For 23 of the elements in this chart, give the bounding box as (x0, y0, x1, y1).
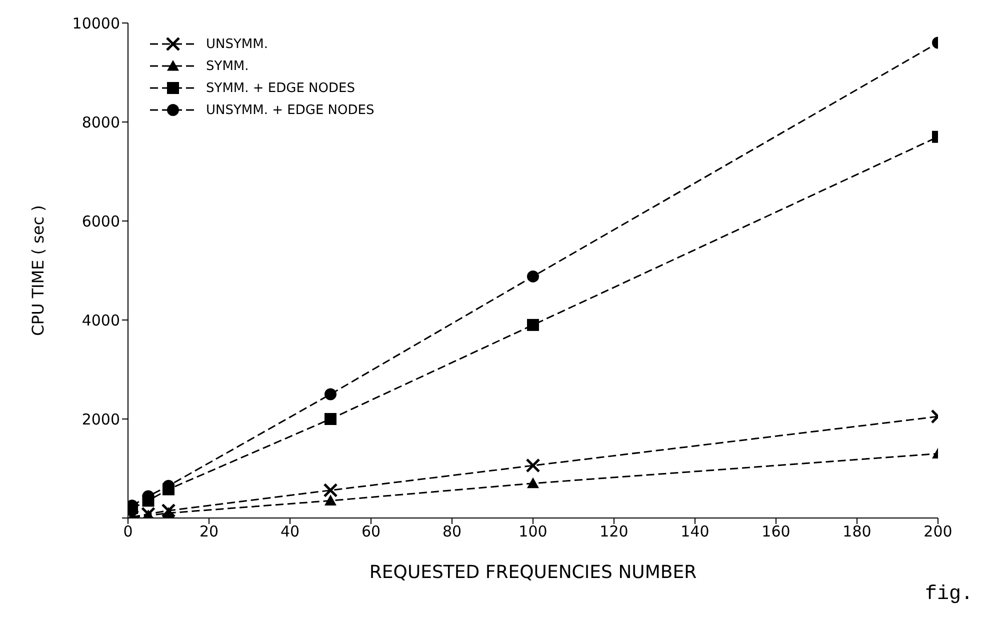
y-tick-label: 6000 (82, 212, 120, 230)
text: fig. (924, 583, 973, 606)
legend-label: UNSYMM. + EDGE NODES (206, 102, 374, 118)
x-tick-label: 180 (842, 522, 872, 541)
x-tick-label: 80 (442, 522, 462, 541)
y-tick-label: 2000 (82, 410, 120, 428)
x-tick-label: 60 (361, 522, 381, 541)
y-tick-label: 10000 (72, 14, 120, 32)
y-tick-label: 4000 (82, 311, 120, 330)
legend-label: SYMM. (206, 58, 249, 74)
x-tick-label: 100 (518, 522, 548, 541)
x-tick-label: 160 (762, 522, 790, 541)
y-axis-title: CPU TIME ( sec ) (28, 205, 48, 336)
legend-label: SYMM. + EDGE NODES (206, 80, 355, 96)
x-tick-label: 200 (924, 522, 952, 541)
x-tick-label: 20 (199, 522, 219, 541)
x-tick-label: 120 (600, 522, 628, 541)
legend-label: UNSYMM. (206, 36, 268, 52)
x-tick-label: 40 (280, 522, 300, 541)
y-tick-label: 8000 (82, 113, 120, 132)
x-tick-label: 0 (123, 522, 133, 541)
x-tick-label: 140 (680, 522, 710, 541)
x-axis-title: REQUESTED FREQUENCIES NUMBER (369, 562, 697, 583)
